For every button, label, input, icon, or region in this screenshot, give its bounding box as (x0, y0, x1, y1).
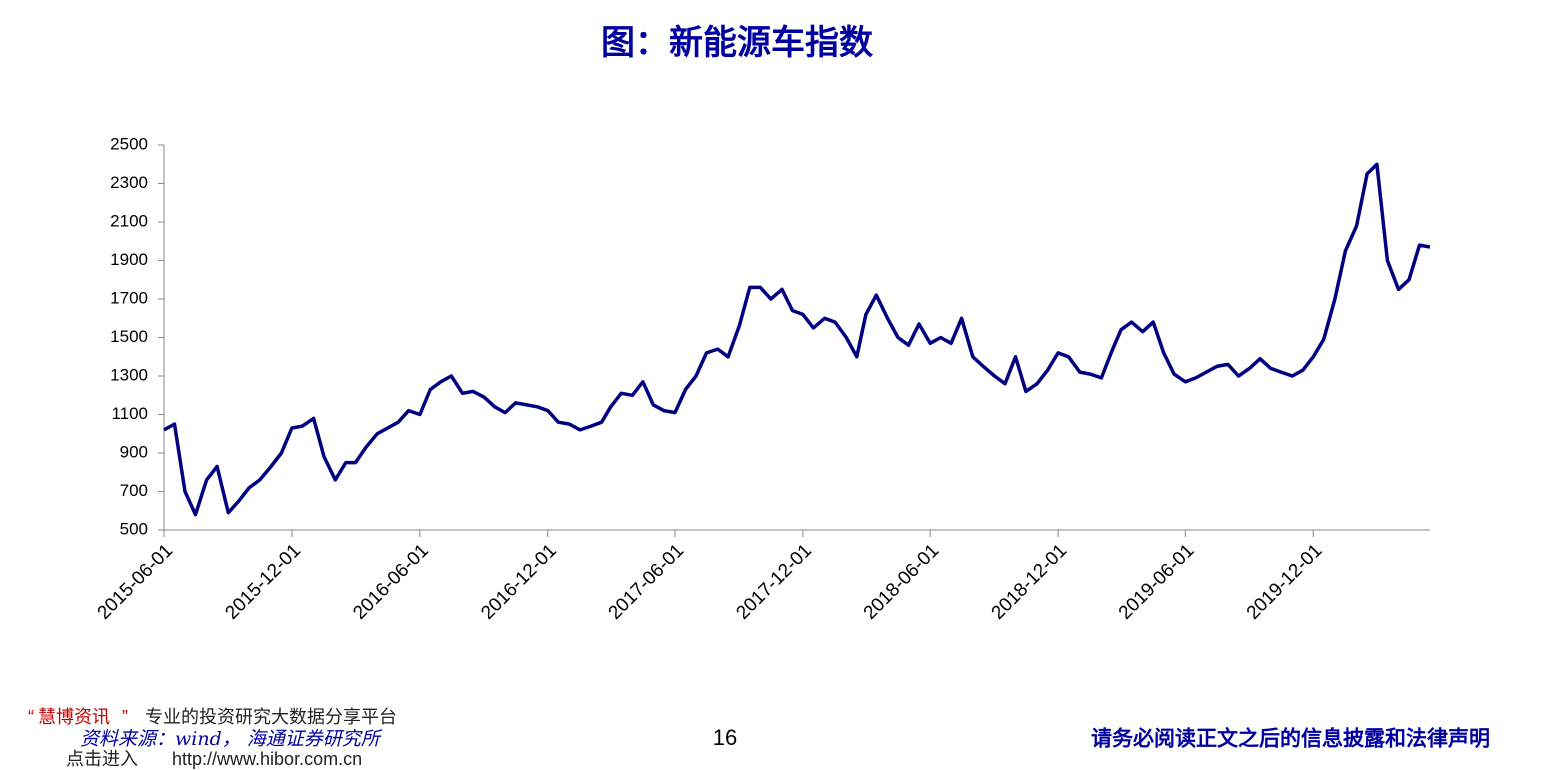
x-tick-label: 2019-12-01 (1243, 540, 1327, 624)
watermark-quote: “ (28, 707, 34, 727)
watermark-enter: 点击进入 (66, 749, 138, 769)
source: 资料来源：wind， 海通证券研究所 (80, 728, 383, 750)
y-tick-label: 900 (120, 442, 148, 461)
x-tick-label: 2015-06-01 (93, 540, 177, 624)
y-tick-label: 2100 (110, 211, 148, 230)
x-tick-label: 2017-06-01 (605, 540, 689, 624)
y-tick-label: 500 (120, 519, 148, 538)
x-tick-label: 2019-06-01 (1115, 540, 1199, 624)
y-tick-label: 2300 (110, 173, 148, 192)
y-tick-label: 1100 (111, 404, 148, 423)
y-tick-label: 700 (120, 481, 148, 500)
y-tick-label: 2500 (110, 134, 148, 153)
watermark-slogan: 专业的投资研究大数据分享平台 (145, 707, 397, 727)
y-tick-label: 1700 (110, 288, 148, 307)
x-tick-label: 2016-12-01 (477, 540, 561, 624)
watermark-brand: 慧博资讯 (38, 707, 110, 727)
y-tick-label: 1300 (110, 365, 148, 384)
line (163, 162, 1431, 517)
x-tick-label: 2018-12-01 (988, 540, 1072, 624)
y-tick-label: 1900 (110, 250, 148, 269)
x-tick-label: 2015-12-01 (221, 540, 305, 624)
x-tick-label: 2017-12-01 (732, 540, 816, 624)
x-tick-label: 2016-06-01 (349, 540, 433, 624)
x-tick-label: 2018-06-01 (860, 540, 944, 624)
page-number: 16 (713, 725, 737, 750)
watermark-quote: ” (122, 707, 128, 727)
y-tick-label: 1500 (110, 327, 148, 346)
chart-title: 图：新能源车指数 (601, 23, 873, 63)
watermark-url[interactable]: http://www.hibor.com.cn (172, 749, 362, 769)
disclaimer: 请务必阅读正文之后的信息披露和法律声明 (1091, 726, 1490, 751)
